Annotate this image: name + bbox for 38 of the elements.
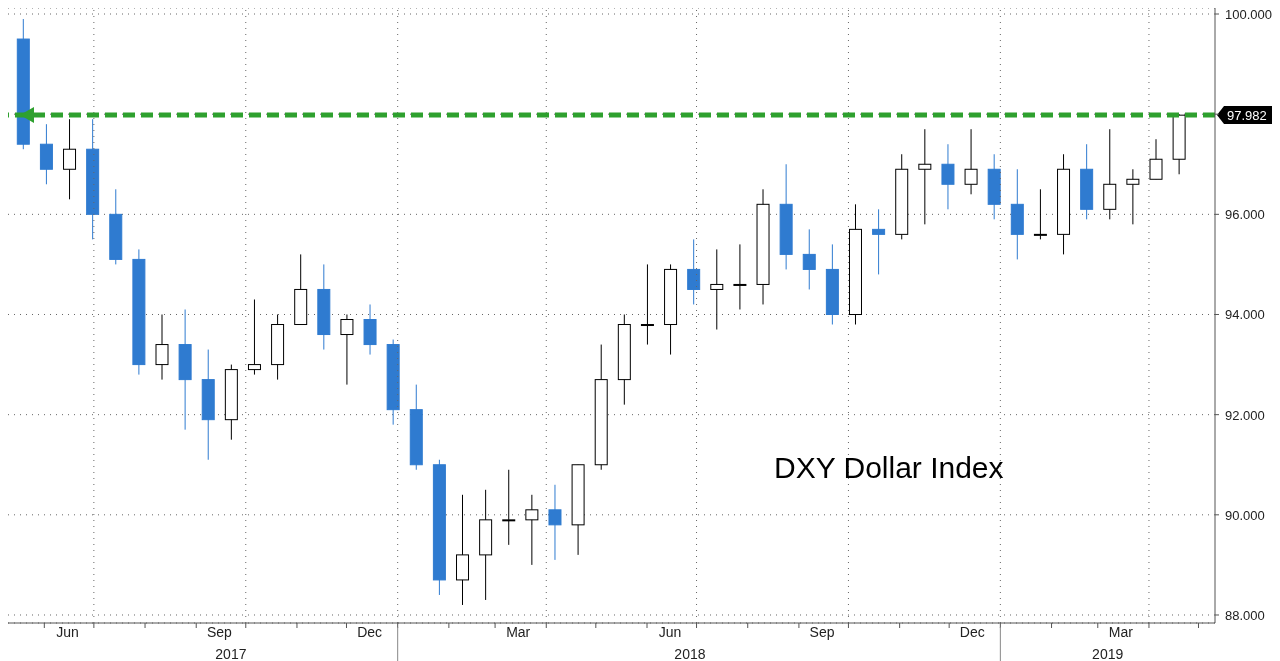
candlestick bbox=[710, 248, 724, 331]
candlestick bbox=[247, 298, 261, 376]
candlestick bbox=[1126, 168, 1140, 225]
y-tick-label: 96.000 bbox=[1225, 207, 1265, 223]
candlestick bbox=[918, 128, 932, 225]
candlestick bbox=[340, 314, 354, 386]
x-tick-label: Sep bbox=[809, 624, 835, 640]
candlestick bbox=[63, 118, 77, 200]
y-tick-label: 94.000 bbox=[1225, 307, 1265, 323]
text: DXY Dollar Index bbox=[774, 451, 1004, 485]
x2-tick-label: 2019 bbox=[1092, 646, 1124, 661]
candlestick bbox=[548, 484, 562, 561]
x-tick-label: Sep bbox=[206, 624, 233, 640]
candlestick bbox=[687, 238, 701, 305]
candlestick bbox=[733, 243, 747, 310]
y-tick-label: 90.000 bbox=[1225, 507, 1265, 523]
x2-tick-label: 2018 bbox=[674, 646, 706, 661]
ref-line-label: 97.982 bbox=[1227, 108, 1267, 124]
candlestick bbox=[964, 128, 978, 195]
candlestick bbox=[525, 494, 539, 566]
x-tick-label: Dec bbox=[959, 624, 985, 640]
x-tick-label: Jun bbox=[56, 624, 79, 640]
candlestick bbox=[941, 143, 955, 210]
x-tick-label: Dec bbox=[357, 624, 383, 640]
x-tick-label: Mar bbox=[1108, 624, 1134, 640]
candlestick bbox=[802, 228, 816, 290]
candlestick bbox=[1033, 188, 1047, 240]
x2-tick-label: 2017 bbox=[215, 646, 247, 661]
candlestick bbox=[155, 314, 169, 381]
y-tick-label: 92.000 bbox=[1225, 407, 1265, 423]
candlestick bbox=[502, 469, 516, 546]
y-tick-label: 100.000 bbox=[1225, 7, 1272, 23]
x-tick-label: Jun bbox=[658, 624, 682, 640]
candlestick bbox=[1149, 138, 1163, 180]
x-tick-label: Mar bbox=[506, 624, 531, 640]
candlestick bbox=[640, 263, 654, 346]
y-tick-label: 88.000 bbox=[1225, 607, 1265, 623]
candlestick bbox=[872, 208, 886, 275]
